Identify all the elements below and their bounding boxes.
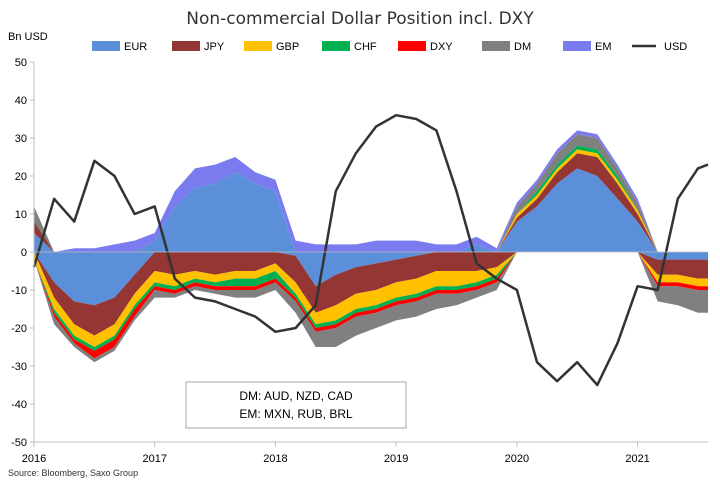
source-note: Source: Bloomberg, Saxo Group — [8, 468, 138, 478]
legend-item-em: EM — [563, 41, 612, 53]
y-tick-label: 30 — [15, 133, 27, 145]
y-tick-label: -30 — [11, 361, 27, 373]
y-tick-label: -10 — [11, 285, 27, 297]
x-tick-label: 2016 — [22, 453, 46, 465]
x-tick-label: 2019 — [384, 453, 408, 465]
x-tick-label: 2021 — [625, 453, 649, 465]
annotation-line-em: EM: MXN, RUB, BRL — [239, 407, 353, 421]
y-tick-label: 50 — [15, 57, 27, 69]
y-tick-label: 20 — [15, 171, 27, 183]
annotation-frame — [185, 381, 407, 429]
legend-label: DM — [514, 41, 531, 53]
axes: 50 40 30 20 10 0 -10 -20 -30 -40 -50 2016 2017 2018 20… — [11, 57, 708, 465]
legend-swatch — [322, 41, 350, 51]
x-tick-label: 2020 — [505, 453, 529, 465]
legend-swatch — [172, 41, 200, 51]
legend-swatch — [244, 41, 272, 51]
area-eur-neg — [34, 252, 708, 306]
x-tick-label: 2017 — [142, 453, 166, 465]
y-tick-label: 10 — [15, 209, 27, 221]
y-tick-label: 40 — [15, 95, 27, 107]
legend-item-dm: DM — [482, 41, 531, 53]
legend-item-gbp: GBP — [244, 41, 299, 53]
y-unit-label: Bn USD — [8, 31, 48, 43]
legend-label: GBP — [276, 41, 299, 53]
chart-title: Non-commercial Dollar Position incl. DXY — [186, 9, 534, 29]
legend-item-usd: USD — [632, 41, 687, 53]
legend-swatch — [482, 41, 510, 51]
legend-label: EUR — [124, 41, 147, 53]
legend-label: DXY — [430, 41, 453, 53]
y-tick-label: -50 — [11, 437, 27, 449]
y-tick-label: 0 — [21, 247, 27, 259]
area-eur-pos — [34, 168, 708, 252]
annotation-box: DM: AUD, NZD, CAD EM: MXN, RUB, BRL — [185, 381, 407, 429]
area-gbp-neg — [34, 252, 708, 347]
legend-item-jpy: JPY — [172, 41, 225, 53]
legend-item-dxy: DXY — [398, 41, 453, 53]
legend-swatch — [398, 41, 426, 51]
plot-area — [32, 113, 709, 387]
legend-swatch — [92, 41, 120, 51]
legend-label: USD — [664, 41, 687, 53]
area-dxy-neg — [34, 252, 708, 359]
legend-label: JPY — [204, 41, 225, 53]
legend-swatch — [563, 41, 591, 51]
line-usd — [32, 113, 709, 387]
annotation-line-dm: DM: AUD, NZD, CAD — [239, 389, 353, 403]
x-tick-label: 2018 — [263, 453, 287, 465]
legend-item-chf: CHF — [322, 41, 377, 53]
legend: EUR JPY GBP CHF DXY DM EM USD — [92, 41, 687, 53]
y-tick-label: -40 — [11, 399, 27, 411]
y-tick-label: -20 — [11, 323, 27, 335]
area-jpy-neg — [34, 252, 708, 336]
legend-item-eur: EUR — [92, 41, 147, 53]
legend-label: CHF — [354, 41, 377, 53]
legend-label: EM — [595, 41, 612, 53]
